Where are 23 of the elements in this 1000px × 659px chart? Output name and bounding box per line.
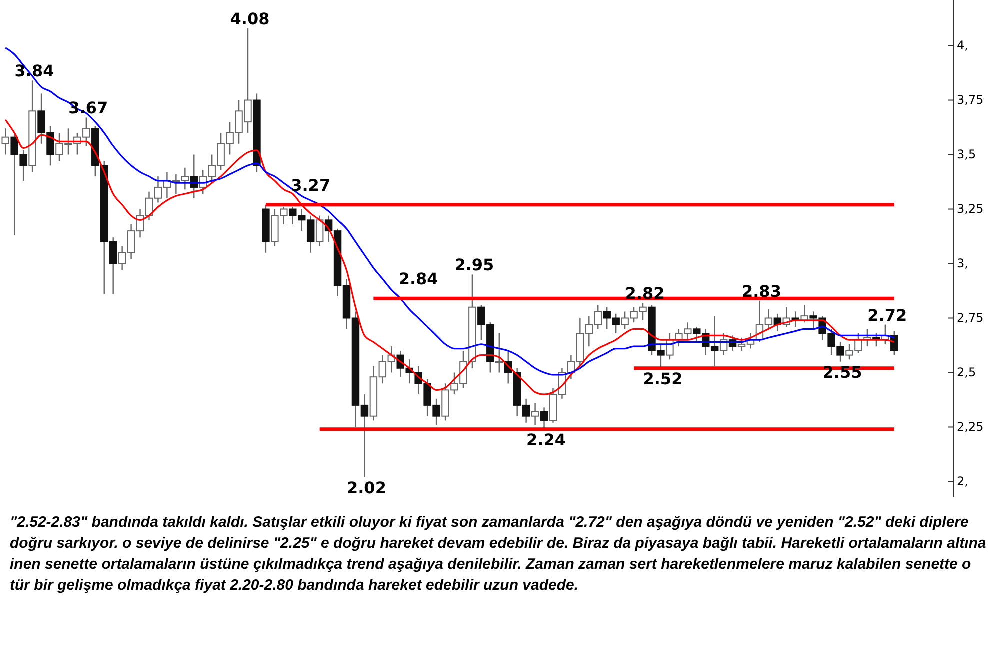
text: "2.52-2.83" bandında takıldı kaldı. Satışlar etkili oluyor ki fiyat son zamanlarda "2.72" den aşağıya döndü ve yeniden "2.52" deki diplere doğru sarkıyor. o seviye de delinirse "2.25" e doğru hareket devam edebilir de. Biraz da piyasaya bağlı tabii. Hareketli ortalamaların altına inen senette ortalamaların üstüne çıkılmadıkça trend aşağıya denilebilir. Zaman zaman sert hareketlenmelere maruz kalabilen senette o tür bir gelişme olmadıkça fiyat 2.20-2.80 bandında hareket edebilir uzun vadede.: [10, 513, 988, 596]
y-tick-label: 3,: [957, 256, 968, 271]
y-tick-label: 3,25: [957, 202, 984, 216]
annotation: 2.24: [526, 430, 566, 450]
candlestick: [2, 128, 10, 156]
y-tick-label: 3,75: [957, 93, 984, 108]
y-tick-label: 2,25: [957, 420, 984, 434]
y-tick-label: 4,: [957, 38, 968, 53]
candlestick: [316, 215, 324, 247]
annotation: 2.52: [643, 369, 683, 388]
y-tick-label: 3,5: [957, 148, 976, 162]
annotation: 3.27: [291, 176, 331, 195]
annotation: 2.72: [868, 306, 908, 325]
annotation: 2.02: [346, 478, 386, 498]
candlestick: [496, 332, 504, 374]
annotation: 4.08: [230, 9, 270, 28]
y-tick-label: 2,: [957, 474, 968, 489]
annotation: 2.95: [454, 256, 494, 275]
annotation: 2.83: [742, 282, 782, 301]
y-tick-label: 2,75: [957, 311, 984, 326]
annotation: 2.84: [398, 270, 438, 289]
y-tick-label: 2,5: [957, 366, 976, 380]
candlestick: [531, 402, 540, 426]
